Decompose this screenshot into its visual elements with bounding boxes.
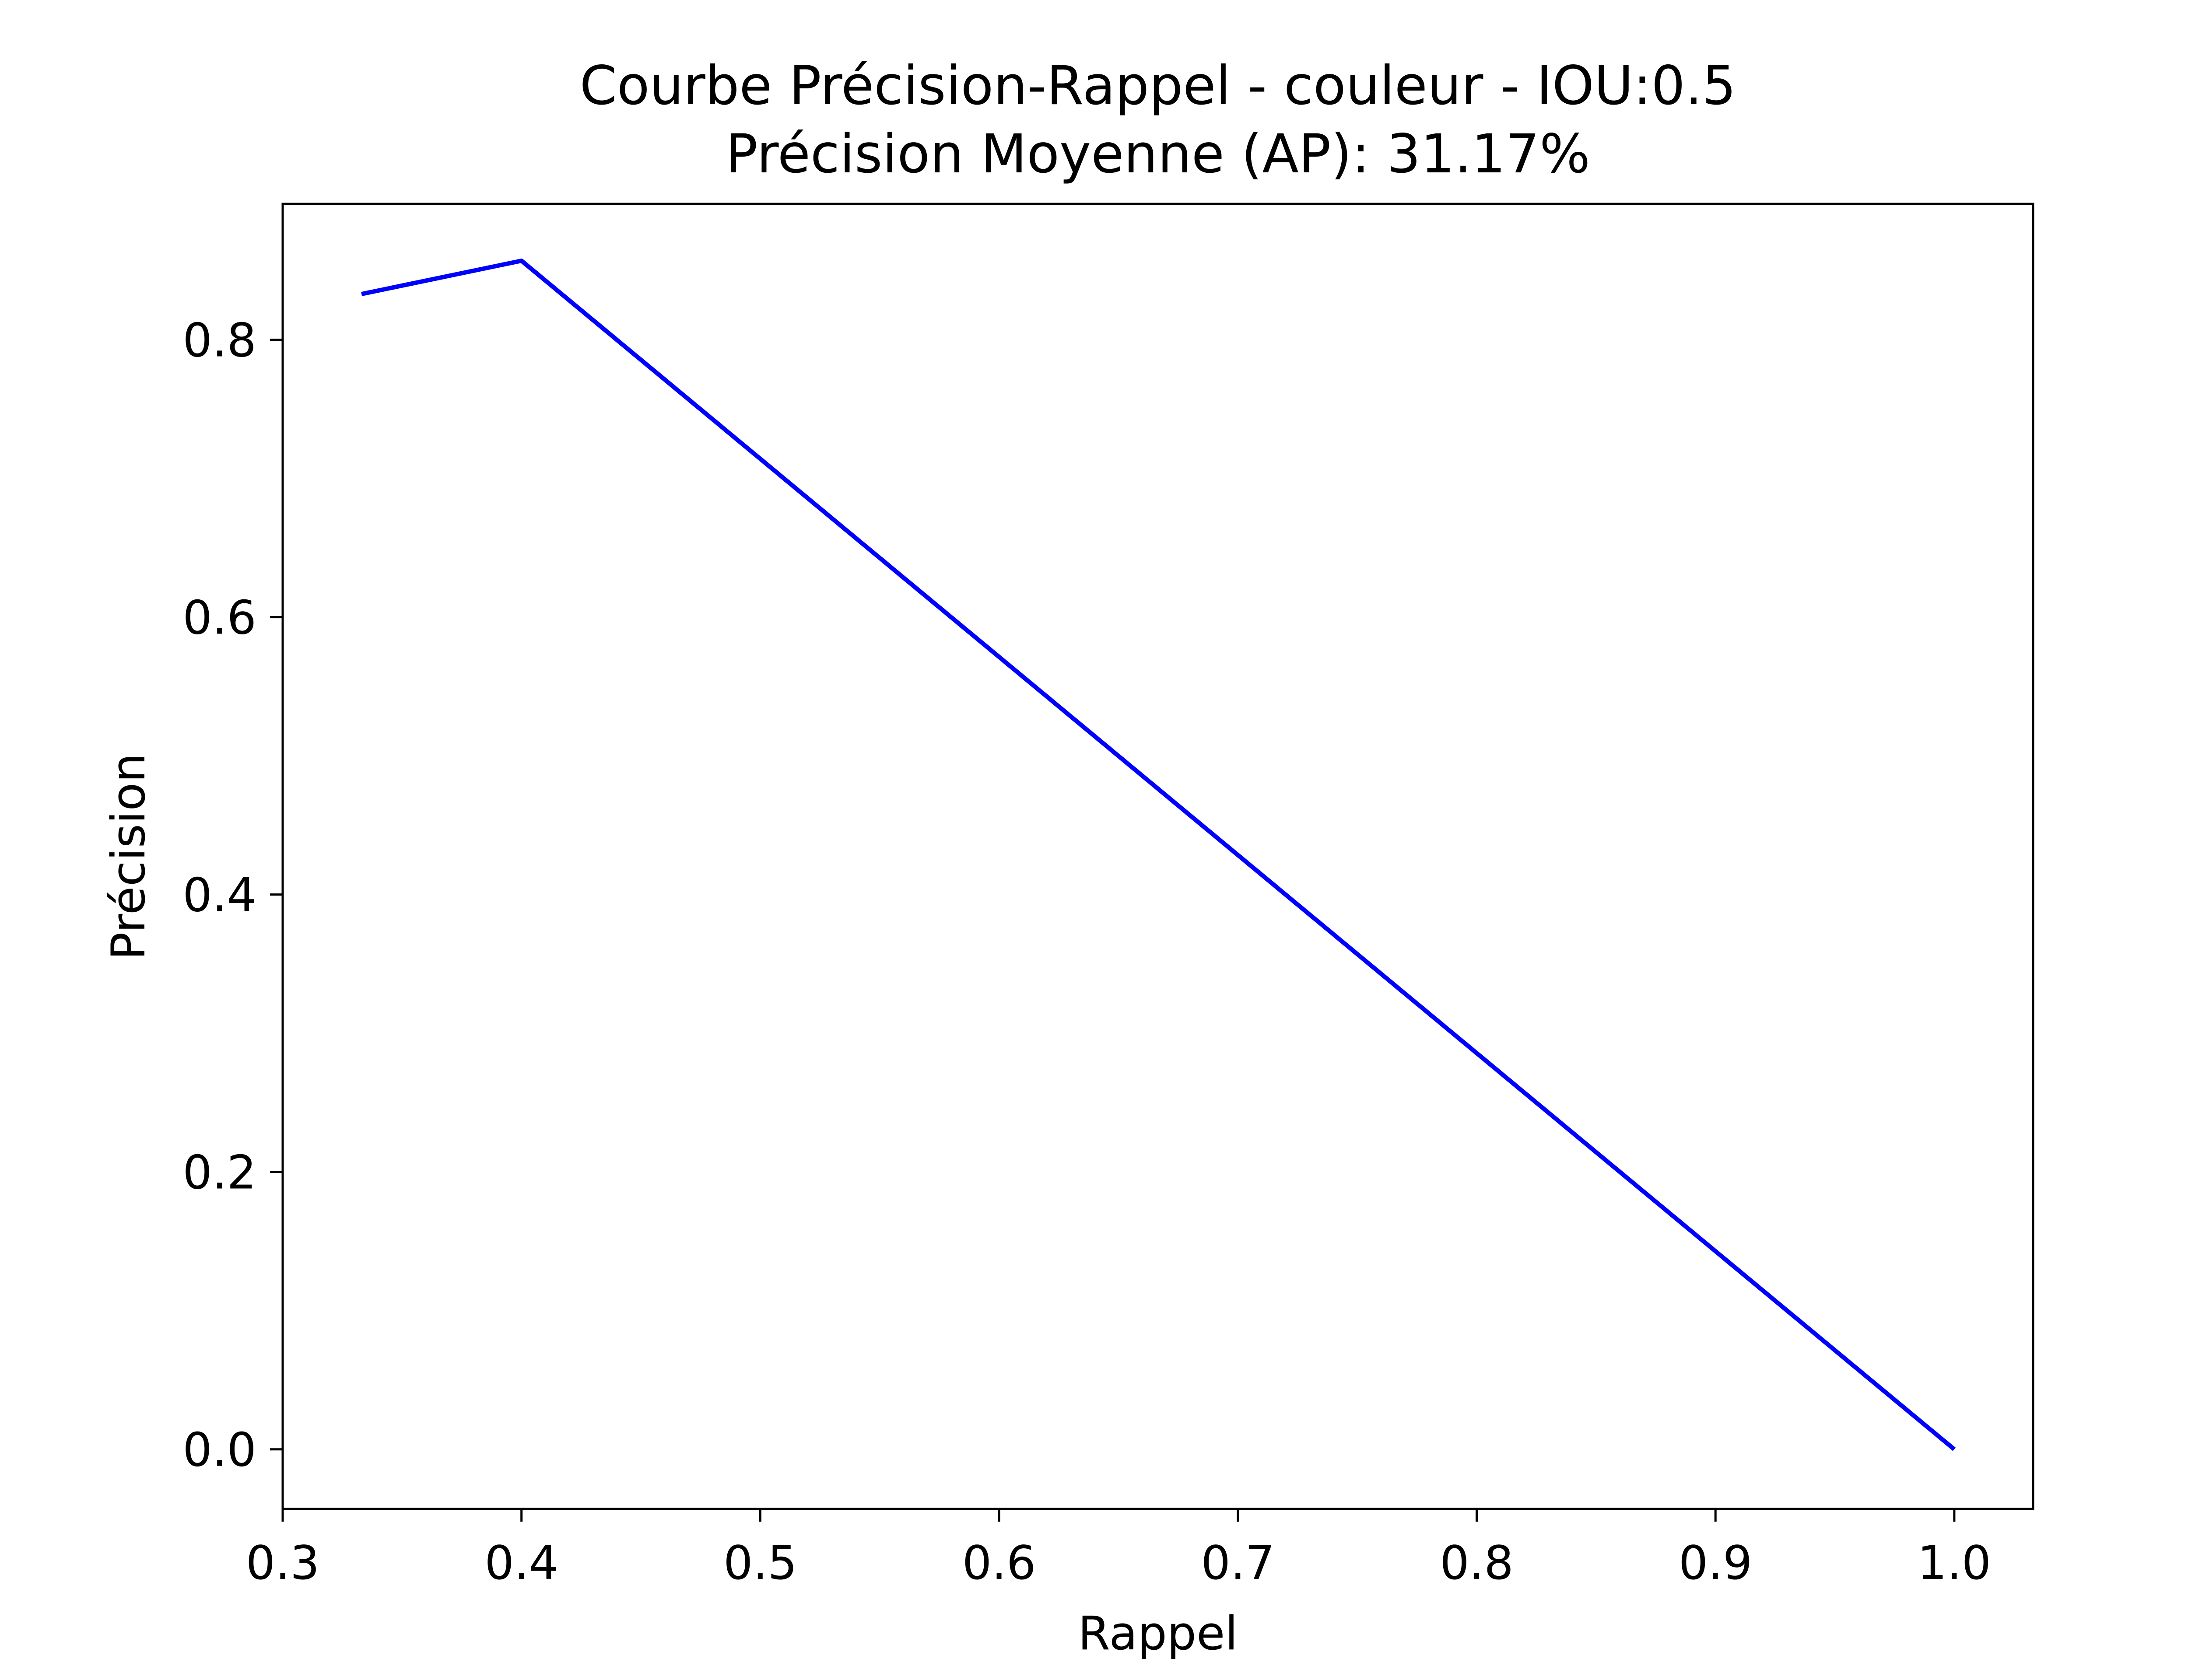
x-tick-label: 0.4 [484,1536,558,1590]
x-tick-label: 0.6 [962,1536,1036,1590]
x-tick-label: 0.9 [1679,1536,1753,1590]
pr-curve-line [361,259,1956,1451]
x-tick-label: 1.0 [1918,1536,1992,1590]
x-tick-label: 0.8 [1440,1536,1514,1590]
y-axis-label: Précision [102,753,155,960]
y-tick-label: 0.0 [182,1423,256,1477]
series-layer [361,259,1956,1451]
chart-title: Courbe Précision-Rappel - couleur - IOU:… [580,55,1736,117]
x-tick-label: 0.3 [246,1536,320,1590]
chart-subtitle: Précision Moyenne (AP): 31.17% [726,123,1590,185]
x-tick-label: 0.7 [1201,1536,1275,1590]
y-tick-label: 0.6 [182,591,256,645]
plot-area-frame [281,203,2034,1510]
x-tick-label: 0.5 [723,1536,797,1590]
x-axis-label: Rappel [1078,1606,1238,1660]
y-axis-ticks: 0.0 0.2 0.4 0.6 0.8 [182,314,283,1477]
y-tick-label: 0.2 [182,1146,256,1200]
x-axis-ticks: 0.3 0.4 0.5 0.6 0.7 0.8 0.9 1.0 [246,1509,1991,1590]
y-tick-label: 0.4 [182,868,256,922]
y-tick-label: 0.8 [182,314,256,368]
